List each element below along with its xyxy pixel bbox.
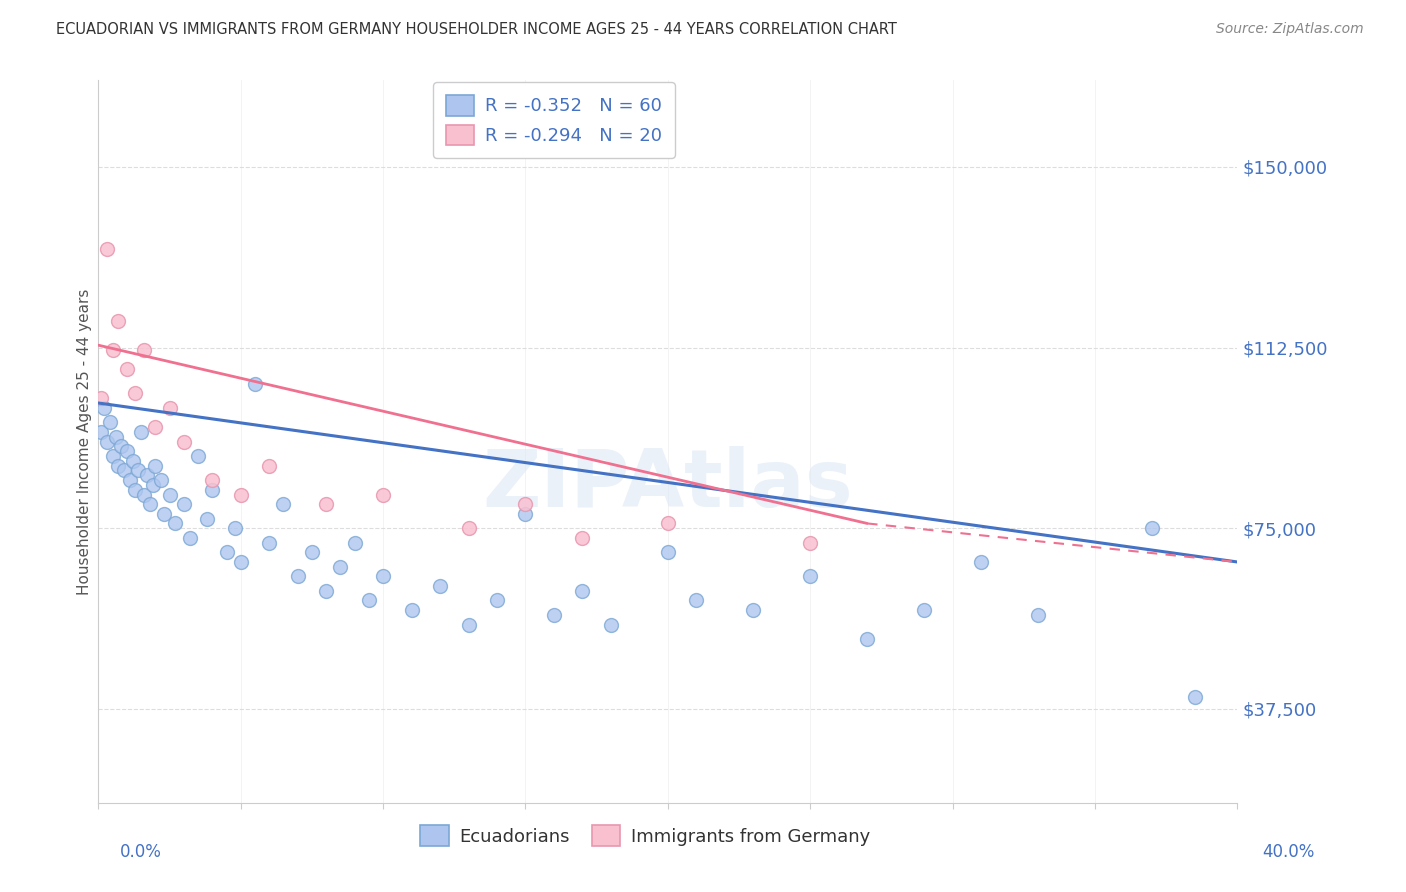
Point [515,507,537,521]
Point [457,617,479,632]
Point [515,497,537,511]
Point [150,473,173,487]
Point [224,521,246,535]
Point [243,376,266,391]
Point [121,454,143,468]
Point [90,425,112,439]
Point [145,420,167,434]
Point [124,386,146,401]
Point [543,607,565,622]
Point [104,430,127,444]
Point [259,535,281,549]
Point [1026,607,1049,622]
Point [373,569,395,583]
Point [343,535,366,549]
Point [201,483,224,497]
Point [179,531,201,545]
Point [685,593,707,607]
Point [373,487,395,501]
Point [912,603,935,617]
Point [145,458,167,473]
Point [329,559,352,574]
Point [107,314,129,328]
Point [165,516,187,531]
Point [657,545,679,559]
Point [138,497,160,511]
Point [201,473,224,487]
Point [970,555,993,569]
Point [195,511,218,525]
Point [799,569,821,583]
Point [173,434,195,449]
Point [315,497,337,511]
Point [96,242,118,256]
Point [93,401,115,415]
Point [457,521,479,535]
Point [187,449,209,463]
Point [600,617,623,632]
Point [401,603,423,617]
Point [129,425,152,439]
Text: 0.0%: 0.0% [120,843,162,861]
Point [101,343,124,357]
Point [799,535,821,549]
Point [132,487,155,501]
Point [141,478,163,492]
Point [315,583,337,598]
Point [115,444,138,458]
Point [159,401,181,415]
Point [1140,521,1163,535]
Point [1184,690,1206,704]
Point [159,487,181,501]
Point [357,593,380,607]
Point [273,497,295,511]
Point [127,463,149,477]
Point [96,434,118,449]
Point [101,449,124,463]
Point [107,458,129,473]
Point [742,603,765,617]
Point [173,497,195,511]
Point [571,531,593,545]
Point [115,362,138,376]
Point [856,632,879,646]
Point [229,555,252,569]
Point [118,473,141,487]
Point [90,391,112,405]
Text: ZIPAtlas: ZIPAtlas [482,446,853,524]
Y-axis label: Householder Income Ages 25 - 44 years: Householder Income Ages 25 - 44 years [77,288,91,595]
Point [135,468,157,483]
Point [124,483,146,497]
Point [112,463,135,477]
Point [215,545,238,559]
Point [571,583,593,598]
Point [301,545,323,559]
Point [132,343,155,357]
Point [153,507,176,521]
Point [98,415,121,429]
Point [110,439,132,453]
Point [657,516,679,531]
Point [486,593,509,607]
Text: Source: ZipAtlas.com: Source: ZipAtlas.com [1216,22,1364,37]
Point [229,487,252,501]
Text: 40.0%: 40.0% [1263,843,1315,861]
Point [287,569,309,583]
Point [429,579,451,593]
Point [259,458,281,473]
Text: ECUADORIAN VS IMMIGRANTS FROM GERMANY HOUSEHOLDER INCOME AGES 25 - 44 YEARS CORR: ECUADORIAN VS IMMIGRANTS FROM GERMANY HO… [56,22,897,37]
Legend: Ecuadorians, Immigrants from Germany: Ecuadorians, Immigrants from Germany [406,813,883,859]
